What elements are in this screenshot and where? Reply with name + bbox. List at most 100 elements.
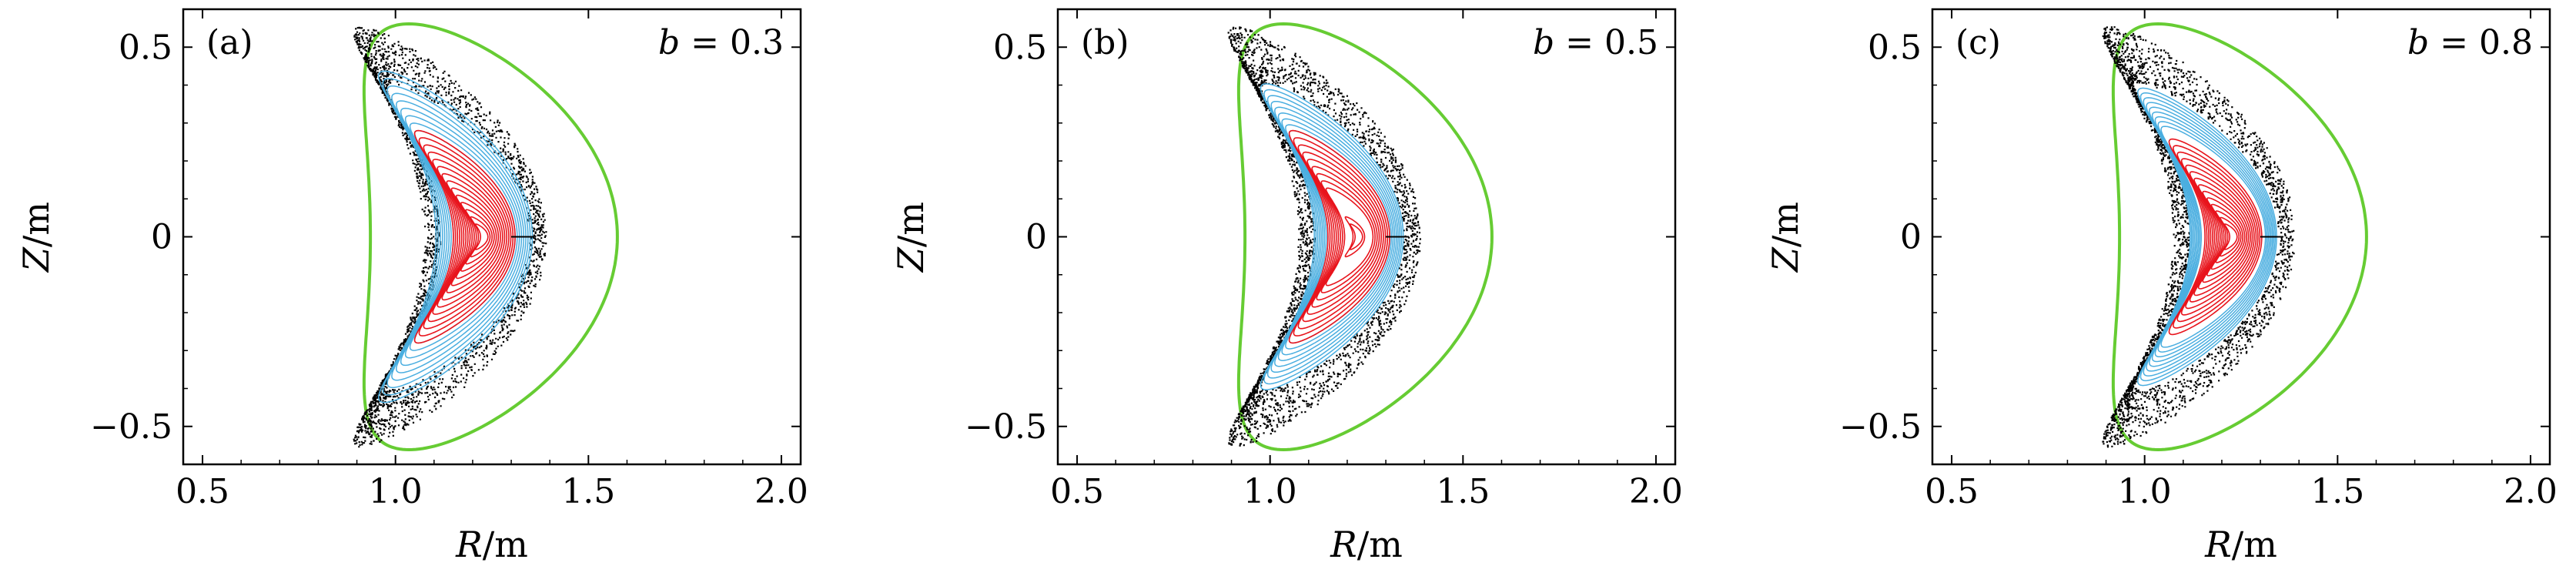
- red-contour: [2168, 138, 2263, 336]
- plot-area: [1227, 22, 1494, 452]
- blue-contour: [1266, 95, 1401, 379]
- blue-contour: [1263, 89, 1403, 385]
- blue-contour: [386, 85, 529, 389]
- red-contour: [1288, 129, 1390, 344]
- red-contour: [2185, 164, 2255, 310]
- parameter-label: b = 0.8: [2407, 23, 2533, 62]
- x-tick-label: 1.0: [1243, 472, 1297, 511]
- blue-contour: [2154, 116, 2270, 358]
- panel-b: 0.5 1.0 1.5 2.0 0.5 0 −0.5 R/m Z/m (b) b = 0.5: [890, 8, 1683, 565]
- red-contour: [423, 144, 512, 330]
- red-contour: [427, 151, 510, 323]
- boundary-line: [1236, 22, 1494, 452]
- blue-contour: [1270, 100, 1399, 373]
- y-tick-label: −0.5: [1839, 407, 1922, 447]
- blue-contour: [2151, 111, 2270, 363]
- red-contour: [2202, 190, 2247, 283]
- panel-label: (c): [1955, 23, 2001, 62]
- red-contour: [2197, 184, 2250, 290]
- red-contour: [455, 194, 497, 280]
- blue-contour: [2146, 102, 2273, 372]
- red-contour: [1316, 172, 1378, 301]
- plot-area: [353, 22, 619, 452]
- red-contour: [1302, 151, 1384, 323]
- red-contour: [2180, 158, 2257, 316]
- y-axis-label: Z/m: [15, 202, 57, 273]
- blue-contour: [1277, 112, 1396, 361]
- x-tick-label: 0.5: [1925, 472, 1979, 511]
- red-contour: [446, 180, 501, 293]
- red-contour: [1311, 166, 1380, 308]
- red-contour: [1344, 216, 1366, 258]
- x-axis-label: R/m: [1330, 524, 1403, 565]
- y-axis-label: Z/m: [1765, 202, 1806, 273]
- red-contour: [465, 209, 493, 265]
- y-tick-label: 0: [1025, 218, 1047, 257]
- plot-area: [2102, 22, 2368, 452]
- red-contour: [1297, 144, 1387, 330]
- red-contour: [450, 187, 500, 286]
- blue-contour: [1285, 124, 1393, 350]
- red-contour: [2173, 145, 2261, 329]
- blue-contour: [396, 100, 525, 373]
- red-contour: [1325, 187, 1374, 286]
- stochastic-dots: [1227, 26, 1421, 447]
- y-tick-label: 0.5: [119, 28, 172, 67]
- blue-contour: [391, 92, 527, 381]
- axes-frame: [1056, 8, 1677, 466]
- blue-contour: [404, 115, 520, 359]
- blue-contour: [2160, 126, 2267, 348]
- blue-contour: [2143, 97, 2275, 377]
- panel-c: 0.5 1.0 1.5 2.0 0.5 0 −0.5 R/m Z/m (c) b = 0.8: [1765, 8, 2558, 565]
- red-contour: [2176, 151, 2259, 323]
- panel-label: (b): [1081, 23, 1129, 62]
- x-tick-label: 2.0: [754, 472, 808, 511]
- red-contour: [2220, 216, 2240, 257]
- y-tick-label: −0.5: [90, 407, 172, 447]
- red-contour: [2210, 203, 2243, 270]
- blue-contour: [1274, 106, 1397, 367]
- y-tick-label: −0.5: [965, 407, 1047, 447]
- parameter-label: b = 0.5: [1533, 23, 1658, 62]
- boundary-line: [362, 22, 619, 452]
- red-contour: [2193, 177, 2251, 296]
- stochastic-dots: [2102, 26, 2295, 448]
- blue-contour: [382, 78, 531, 396]
- blue-contour: [2149, 106, 2272, 367]
- x-tick-label: 1.0: [2118, 472, 2172, 511]
- x-tick-label: 1.0: [369, 472, 423, 511]
- y-tick-label: 0: [1900, 218, 1922, 257]
- blue-contour: [2137, 87, 2277, 387]
- red-contour: [2206, 197, 2246, 276]
- red-contour: [474, 223, 489, 250]
- x-tick-label: 0.5: [176, 472, 229, 511]
- y-tick-label: 0.5: [1868, 28, 1922, 67]
- y-tick-label: 0: [151, 218, 172, 257]
- blue-contour: [377, 70, 534, 404]
- x-tick-label: 1.5: [561, 472, 615, 511]
- x-tick-label: 1.5: [2310, 472, 2364, 511]
- red-contour: [1293, 137, 1389, 337]
- blue-contour: [1281, 118, 1394, 356]
- panel-label: (a): [206, 23, 253, 62]
- blue-contour: [2139, 92, 2277, 382]
- y-axis-label: Z/m: [890, 202, 932, 273]
- x-tick-label: 0.5: [1050, 472, 1104, 511]
- red-contour: [441, 172, 503, 301]
- x-axis-label: R/m: [2204, 524, 2277, 565]
- red-contour: [432, 159, 507, 315]
- red-contour: [1306, 159, 1382, 315]
- panel-a: 0.5 1.0 1.5 2.0 0.5 0 −0.5 R/m Z/m (a) b = 0.3: [15, 8, 808, 565]
- red-contour: [437, 166, 506, 308]
- parameter-label: b = 0.3: [658, 23, 784, 62]
- blue-contour: [2157, 121, 2268, 353]
- red-contour: [1349, 223, 1363, 250]
- red-contour: [2189, 171, 2253, 303]
- x-tick-label: 1.5: [1436, 472, 1490, 511]
- red-contour: [2223, 223, 2238, 250]
- red-contour: [2215, 210, 2242, 263]
- red-contour: [470, 216, 491, 258]
- x-tick-label: 2.0: [1629, 472, 1683, 511]
- red-contour: [460, 202, 495, 272]
